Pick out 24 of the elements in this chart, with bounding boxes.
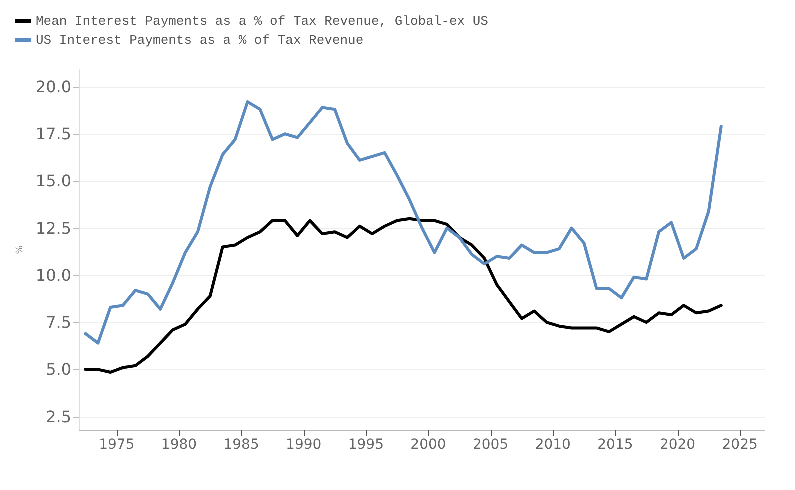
- line-series: [84, 217, 723, 374]
- x-tick-label: 2000: [410, 437, 446, 453]
- legend-label: US Interest Payments as a % of Tax Revenue: [36, 33, 364, 48]
- x-tick-label: 1980: [161, 437, 198, 453]
- legend-label: Mean Interest Payments as a % of Tax Revenue, Global-ex US: [36, 14, 489, 29]
- x-tick-label: 1995: [348, 437, 384, 453]
- x-tick-label: 1985: [224, 437, 260, 453]
- y-tick-label: 12.5: [36, 218, 72, 238]
- y-tick-label: 15.0: [36, 172, 72, 191]
- y-tick-label: 10.0: [36, 266, 72, 285]
- y-tick-label: 2.5: [46, 407, 72, 426]
- x-tick-label: 2005: [472, 437, 509, 453]
- x-tick-label: 1990: [286, 437, 322, 453]
- line-series: [84, 100, 723, 345]
- y-tick-label: 7.5: [46, 313, 72, 332]
- x-tick-label: 2020: [660, 437, 696, 453]
- y-tick-label: 5.0: [46, 360, 72, 380]
- x-tick-label: 2015: [598, 437, 634, 453]
- x-tick-label: 2025: [722, 437, 758, 453]
- x-tick-label: 2010: [535, 437, 571, 453]
- y-axis-title: %: [16, 245, 26, 254]
- y-tick-label: 17.5: [36, 124, 72, 144]
- x-tick-label: 1975: [99, 437, 135, 453]
- y-tick-label: 20.0: [36, 77, 72, 96]
